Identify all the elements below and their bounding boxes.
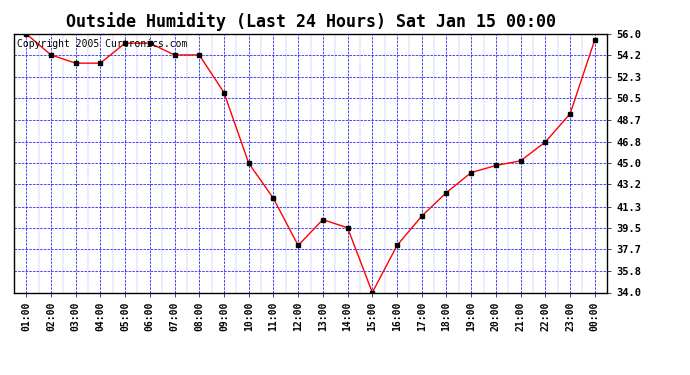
Text: Copyright 2005 Curtronics.com: Copyright 2005 Curtronics.com bbox=[17, 39, 187, 49]
Title: Outside Humidity (Last 24 Hours) Sat Jan 15 00:00: Outside Humidity (Last 24 Hours) Sat Jan… bbox=[66, 12, 555, 31]
